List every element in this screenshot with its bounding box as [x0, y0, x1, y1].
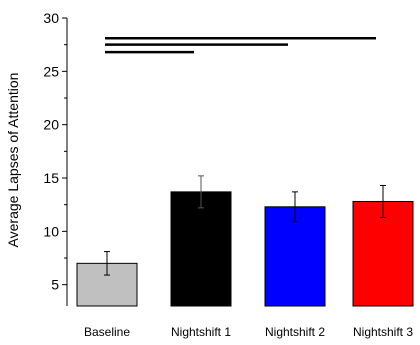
x-tick-label: Baseline — [84, 325, 130, 339]
error-bars — [104, 175, 386, 276]
y-tick-label: 10 — [43, 223, 59, 239]
y-tick-label: 25 — [43, 63, 59, 79]
significance-lines — [105, 37, 376, 54]
y-tick-label: 5 — [51, 277, 59, 293]
bars — [76, 191, 414, 307]
y-tick-label: 30 — [43, 10, 59, 26]
bar-nightshift-1 — [170, 191, 232, 307]
y-axis: 5 10 15 20 25 30 — [43, 10, 68, 306]
x-tick-labels: Baseline Nightshift 1 Nightshift 2 Nightshi… — [84, 325, 413, 339]
y-tick-label: 15 — [43, 170, 59, 186]
x-tick-label: Nightshift 1 — [171, 325, 231, 339]
y-tick-label: 20 — [43, 117, 59, 133]
y-axis-title: Average Lapses of Attention — [5, 73, 21, 248]
x-tick-label: Nightshift 2 — [265, 325, 325, 339]
x-tick-label: Nightshift 3 — [353, 325, 413, 339]
